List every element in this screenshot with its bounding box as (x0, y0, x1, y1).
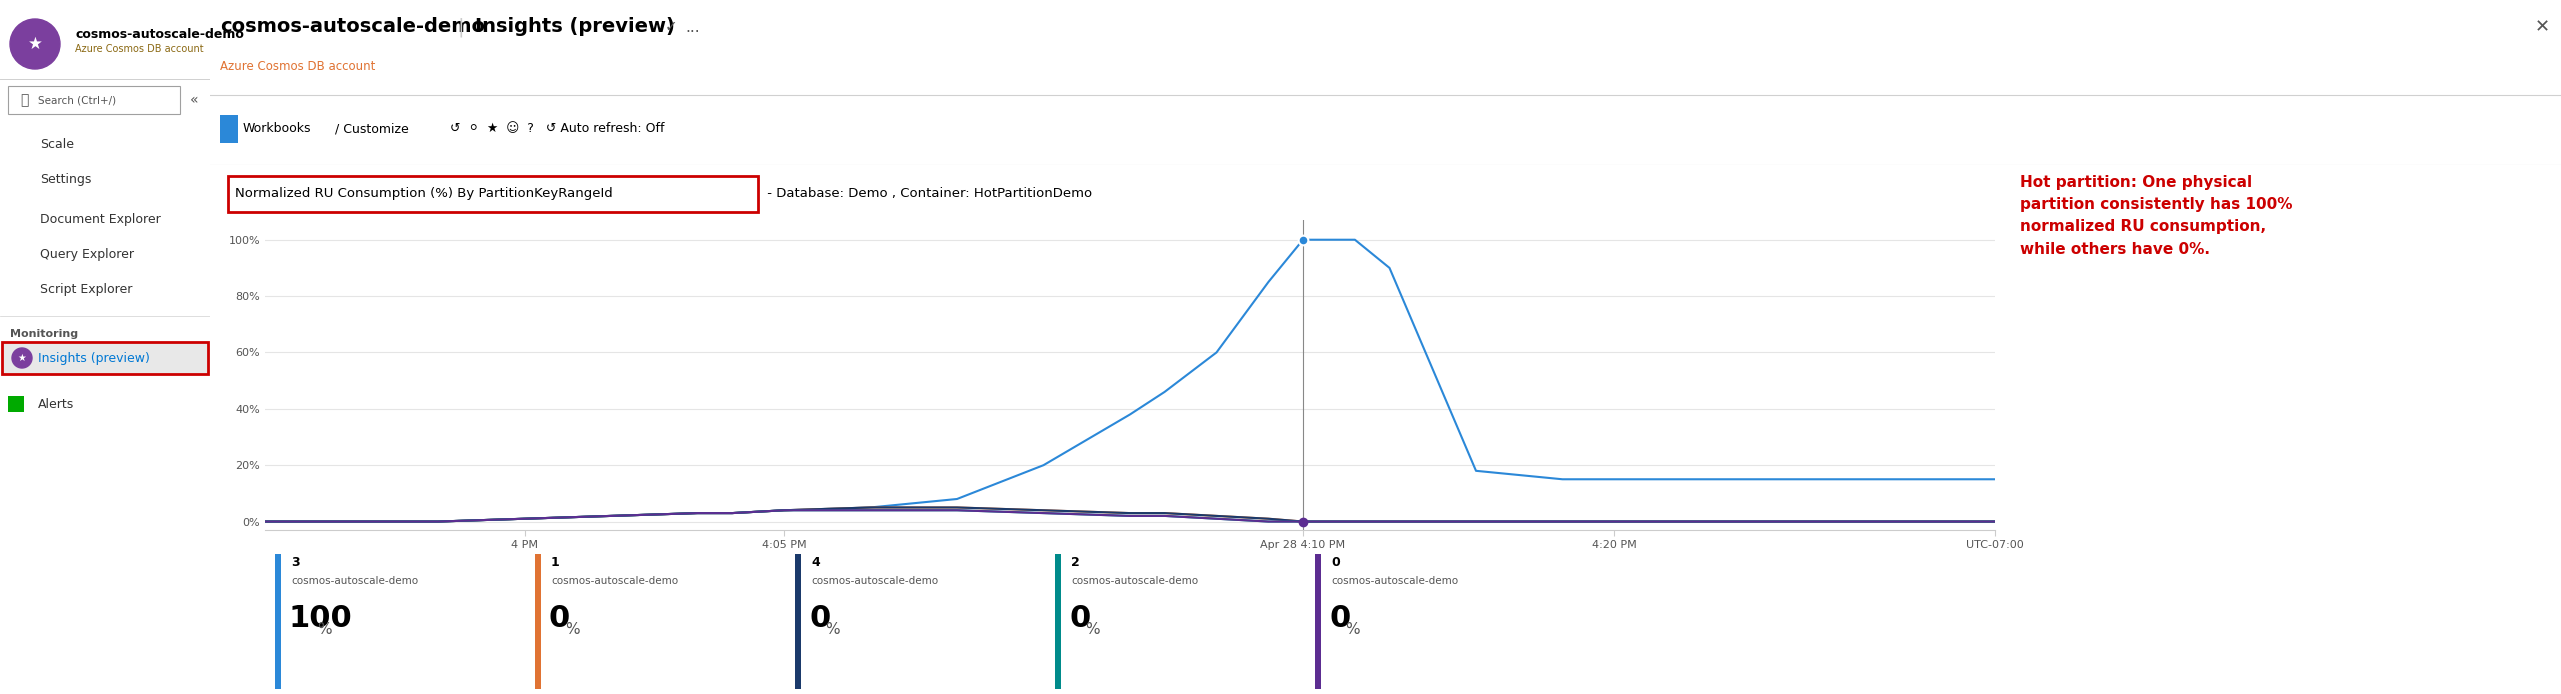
Text: Search (Ctrl+/): Search (Ctrl+/) (38, 95, 115, 105)
Text: cosmos-autoscale-demo: cosmos-autoscale-demo (74, 28, 243, 40)
Text: cosmos-autoscale-demo: cosmos-autoscale-demo (1332, 576, 1457, 586)
Text: 0: 0 (809, 604, 830, 633)
Text: ★: ★ (28, 35, 44, 53)
Text: / Customize: / Customize (335, 123, 410, 135)
FancyBboxPatch shape (8, 86, 179, 114)
Text: %: % (825, 622, 840, 637)
Text: %: % (1345, 622, 1360, 637)
Bar (1055, 554, 1060, 689)
Text: Alerts: Alerts (38, 398, 74, 410)
Text: 3: 3 (292, 556, 300, 569)
Text: Script Explorer: Script Explorer (41, 282, 133, 296)
Text: 2: 2 (1070, 556, 1081, 569)
Text: ✓: ✓ (666, 19, 679, 35)
Text: ↺  ⚪  ★  ☺  ?   ↺ Auto refresh: Off: ↺ ⚪ ★ ☺ ? ↺ Auto refresh: Off (451, 123, 663, 135)
Text: ✕: ✕ (2535, 18, 2551, 36)
Bar (220, 115, 238, 143)
Text: Azure Cosmos DB account: Azure Cosmos DB account (220, 60, 376, 74)
Bar (3, 342, 207, 374)
Text: %: % (318, 622, 330, 637)
Text: Settings: Settings (41, 173, 92, 185)
Text: %: % (566, 622, 579, 637)
Bar (794, 554, 802, 689)
Text: 0: 0 (1332, 556, 1339, 569)
Text: Hot partition: One physical
partition consistently has 100%
normalized RU consum: Hot partition: One physical partition co… (2021, 175, 2292, 257)
Text: |: | (458, 17, 464, 37)
Text: - Database: Demo , Container: HotPartitionDemo: - Database: Demo , Container: HotPartiti… (763, 187, 1091, 199)
Text: Workbooks: Workbooks (243, 123, 312, 135)
Text: Insights (preview): Insights (preview) (474, 17, 676, 37)
Text: «: « (190, 93, 197, 107)
Text: cosmos-autoscale-demo: cosmos-autoscale-demo (1070, 576, 1199, 586)
Text: cosmos-autoscale-demo: cosmos-autoscale-demo (551, 576, 679, 586)
Text: %: % (1086, 622, 1099, 637)
Text: cosmos-autoscale-demo: cosmos-autoscale-demo (812, 576, 937, 586)
Bar (1314, 554, 1321, 689)
Text: Insights (preview): Insights (preview) (38, 351, 151, 364)
FancyBboxPatch shape (228, 176, 758, 212)
Text: 1: 1 (551, 556, 561, 569)
Text: Query Explorer: Query Explorer (41, 248, 133, 260)
Bar (274, 554, 282, 689)
Bar (535, 554, 540, 689)
Text: 0: 0 (1329, 604, 1350, 633)
Text: Azure Cosmos DB account: Azure Cosmos DB account (74, 44, 205, 54)
Text: 0: 0 (1068, 604, 1091, 633)
Text: 4: 4 (812, 556, 820, 569)
Text: Monitoring: Monitoring (10, 329, 79, 339)
Text: ★: ★ (18, 353, 26, 363)
Text: 0: 0 (548, 604, 571, 633)
Bar (8, 396, 23, 412)
Text: cosmos-autoscale-demo: cosmos-autoscale-demo (292, 576, 417, 586)
Text: cosmos-autoscale-demo: cosmos-autoscale-demo (220, 17, 484, 37)
Text: 100: 100 (289, 604, 353, 633)
Circle shape (13, 348, 31, 368)
Text: Normalized RU Consumption (%) By PartitionKeyRangeId: Normalized RU Consumption (%) By Partiti… (236, 187, 612, 199)
Circle shape (10, 19, 59, 69)
Text: ⌕: ⌕ (20, 93, 28, 107)
Text: Scale: Scale (41, 137, 74, 151)
Text: ...: ... (684, 19, 699, 35)
Text: Document Explorer: Document Explorer (41, 212, 161, 226)
